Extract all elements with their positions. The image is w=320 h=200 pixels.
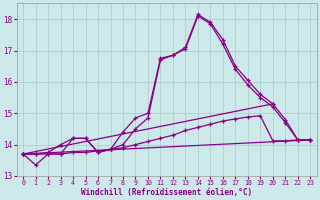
X-axis label: Windchill (Refroidissement éolien,°C): Windchill (Refroidissement éolien,°C): [81, 188, 252, 197]
